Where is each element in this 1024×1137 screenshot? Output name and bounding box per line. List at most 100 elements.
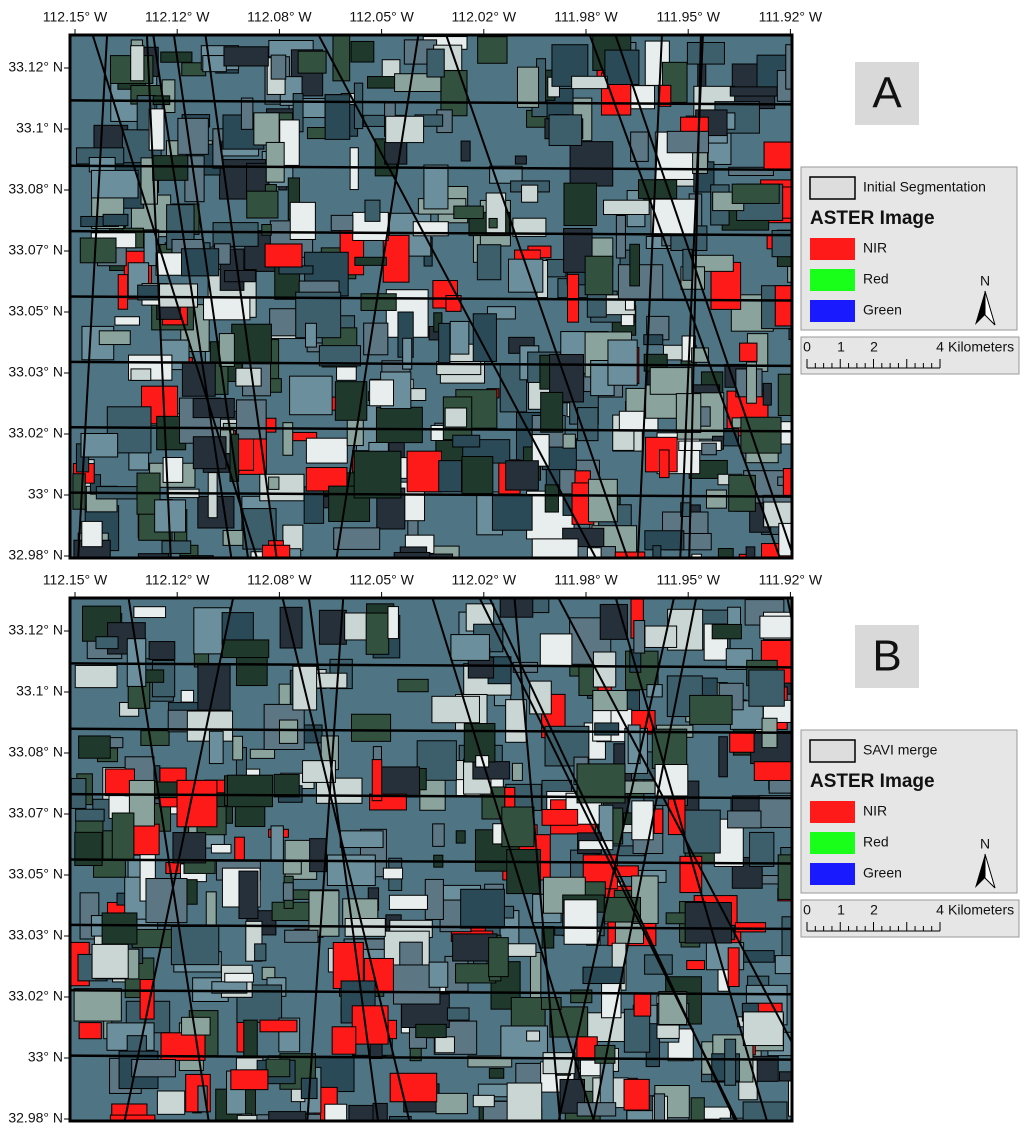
field — [407, 553, 454, 558]
field — [305, 467, 348, 492]
field — [282, 861, 302, 875]
field — [278, 719, 299, 744]
field — [690, 1097, 705, 1121]
field — [705, 489, 727, 509]
field — [777, 854, 792, 900]
legend-swatch — [810, 863, 855, 885]
field — [529, 680, 552, 715]
field — [236, 399, 267, 440]
field — [488, 1067, 505, 1079]
road — [317, 35, 597, 558]
field — [295, 291, 342, 339]
lat-label: 33.12° N — [8, 59, 63, 75]
field — [363, 322, 389, 356]
field — [207, 472, 218, 519]
field — [653, 808, 664, 834]
field — [691, 553, 702, 558]
field — [782, 468, 792, 503]
field — [435, 1092, 468, 1115]
lat-label: 33.05° N — [8, 303, 63, 319]
field — [308, 890, 340, 937]
field — [176, 779, 218, 828]
field — [259, 1019, 298, 1033]
field — [353, 450, 402, 499]
legend-title: ASTER Image — [810, 771, 935, 792]
field — [268, 476, 280, 490]
field — [224, 972, 254, 983]
field — [433, 312, 443, 333]
field — [615, 215, 626, 259]
scale-label: 4 — [936, 902, 944, 918]
field — [148, 108, 165, 151]
field — [163, 1120, 201, 1121]
scale-label: 4 — [936, 339, 944, 355]
field — [388, 894, 428, 910]
field — [270, 825, 284, 862]
map-frame — [68, 596, 794, 1123]
road — [588, 35, 781, 558]
field — [734, 922, 767, 933]
legend-swatch — [810, 832, 855, 854]
field — [80, 433, 119, 458]
lat-label: 33.07° N — [8, 805, 63, 821]
field — [284, 929, 319, 943]
legend-swatch — [810, 238, 855, 260]
field — [79, 237, 117, 264]
field — [238, 870, 259, 920]
field — [686, 41, 725, 65]
field — [739, 342, 758, 362]
field — [617, 264, 664, 301]
field — [223, 46, 269, 67]
field — [526, 1030, 541, 1042]
field — [387, 606, 399, 640]
legend-item: NIR — [863, 803, 887, 819]
field — [599, 1058, 614, 1108]
lat-label: 33.1° N — [16, 120, 63, 136]
field — [133, 606, 167, 619]
field — [541, 808, 579, 826]
field — [742, 1101, 788, 1121]
road — [281, 598, 411, 1121]
lat-label: 32.98° N — [8, 547, 63, 563]
field — [130, 368, 152, 381]
field — [633, 620, 646, 654]
field — [369, 379, 394, 407]
field — [382, 867, 404, 880]
field — [74, 664, 118, 689]
lon-label: 111.92° W — [759, 9, 823, 25]
field — [571, 75, 608, 90]
lon-label: 111.95° W — [656, 572, 720, 588]
road — [70, 923, 792, 931]
legend-item: Red — [863, 271, 889, 287]
field — [156, 1090, 186, 1115]
scale-label: 1 — [837, 902, 845, 918]
road — [70, 989, 792, 996]
field — [402, 337, 413, 370]
map-frame — [68, 33, 794, 560]
road — [679, 35, 704, 558]
road — [557, 598, 675, 1121]
legend-item: Red — [863, 834, 889, 850]
scale-unit: Kilometers — [948, 339, 1014, 355]
field — [678, 440, 722, 451]
field — [592, 690, 628, 712]
field — [117, 274, 129, 310]
road — [70, 792, 792, 800]
map-image — [70, 35, 792, 558]
field — [111, 812, 135, 861]
legend-swatch — [810, 269, 855, 291]
lon-label: 112.05° W — [349, 572, 414, 588]
field — [428, 961, 449, 988]
scale-label: 2 — [870, 339, 878, 355]
field — [365, 612, 390, 655]
field — [718, 736, 728, 778]
field — [659, 449, 670, 479]
field — [506, 1082, 543, 1121]
road — [70, 426, 792, 433]
field — [644, 625, 678, 648]
field — [452, 434, 481, 448]
field — [360, 293, 397, 311]
field — [273, 773, 300, 798]
field — [727, 947, 740, 988]
lat-label: 33° N — [28, 1049, 63, 1065]
